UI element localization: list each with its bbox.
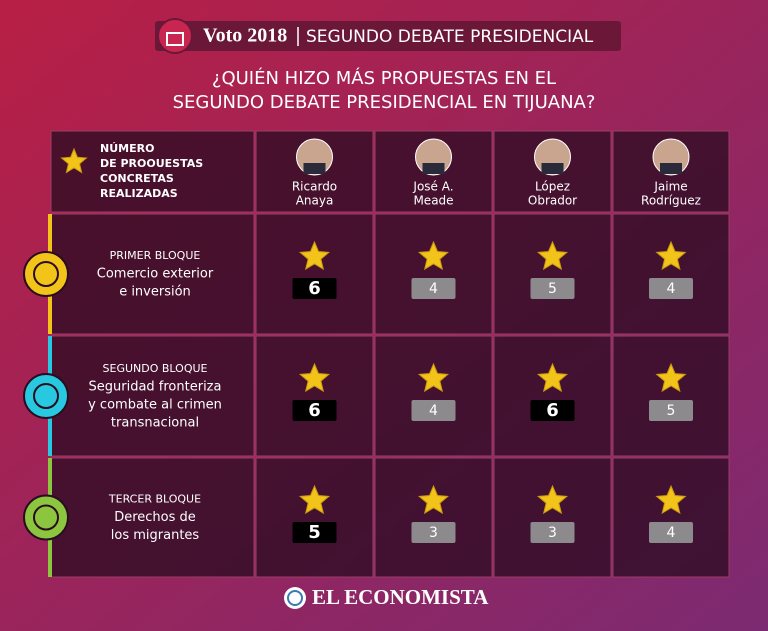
candidate-name: Jaime — [653, 180, 687, 194]
row-icon-detail — [33, 383, 59, 409]
row-icon-detail — [33, 504, 59, 531]
star — [536, 240, 569, 271]
cell — [374, 335, 493, 457]
candidate-name: Obrador — [528, 194, 577, 208]
ballot-icon — [157, 18, 193, 54]
score-value: 5 — [667, 403, 676, 419]
score-value: 3 — [548, 525, 557, 541]
topic-text: Seguridad fronteriza — [89, 380, 222, 395]
score-badge — [649, 400, 693, 421]
star — [60, 147, 88, 174]
star — [417, 362, 450, 393]
row-icon-detail — [33, 261, 59, 287]
legend-text: NÚMERO — [100, 142, 154, 155]
block-label: SEGUNDO BLOQUE — [103, 362, 208, 375]
score-value: 6 — [308, 400, 321, 421]
star — [298, 484, 331, 515]
legend-text: DE PROOUESTAS — [100, 157, 203, 170]
candidate-name: Ricardo — [292, 180, 337, 194]
topic-text: los migrantes — [111, 528, 200, 543]
score-value: 4 — [429, 281, 438, 297]
candidate-name: Meade — [413, 194, 453, 208]
score-badge — [411, 278, 456, 299]
score-badge — [649, 278, 693, 299]
cell — [374, 213, 493, 335]
score-badge — [292, 400, 337, 421]
score-badge — [292, 278, 337, 299]
score-badge — [530, 400, 575, 421]
score-value: 6 — [308, 278, 321, 299]
star — [536, 484, 569, 515]
candidate-name: Rodríguez — [641, 194, 701, 208]
row-icon — [23, 494, 69, 541]
star — [298, 362, 331, 393]
cell — [50, 335, 255, 457]
topic-text: Comercio exterior — [97, 267, 214, 282]
star — [655, 484, 687, 515]
score-value: 3 — [429, 525, 438, 541]
star — [655, 240, 687, 271]
legend-text: REALIZADAS — [100, 187, 178, 200]
topic-text: y combate al crimen — [88, 398, 222, 413]
block-label: TERCER BLOQUE — [108, 493, 201, 506]
cell — [255, 335, 374, 457]
block-label: PRIMER BLOQUE — [110, 249, 201, 262]
candidate-suit — [541, 163, 564, 174]
star — [298, 240, 331, 271]
cell — [612, 457, 730, 578]
candidate-name: López — [535, 180, 570, 194]
score-badge — [649, 522, 693, 543]
row-icon — [23, 251, 69, 297]
star — [417, 240, 450, 271]
candidate-name: Anaya — [296, 194, 334, 208]
star — [417, 484, 450, 515]
cell — [255, 213, 374, 335]
score-badge — [411, 522, 456, 543]
header-brand: Voto 2018 — [203, 25, 287, 47]
score-value: 4 — [667, 525, 676, 541]
score-value: 6 — [546, 400, 559, 421]
header-bar — [155, 21, 621, 51]
cell — [50, 213, 255, 335]
footer-logo: EL ECONOMISTA — [312, 585, 489, 609]
score-value: 4 — [667, 281, 676, 297]
table: NÚMERO DE PROOUESTAS CONCRETAS REALIZADAS Ri… — [23, 130, 730, 578]
candidate-suit — [303, 163, 326, 174]
cell — [255, 457, 374, 578]
candidate-name: José A. — [412, 180, 453, 194]
score-badge — [530, 522, 575, 543]
star — [536, 362, 569, 393]
cell — [612, 213, 730, 335]
score-value: 4 — [429, 403, 438, 419]
row-icon — [23, 373, 69, 419]
question-line: SEGUNDO DEBATE PRESIDENCIAL EN TIJUANA? — [173, 92, 596, 113]
score-value: 5 — [548, 281, 557, 297]
score-badge — [411, 400, 456, 421]
question-line: ¿QUIÉN HIZO MÁS PROPUESTAS EN EL — [212, 67, 556, 89]
topic-text: e inversión — [119, 285, 191, 300]
header-title: SEGUNDO DEBATE PRESIDENCIAL — [306, 27, 594, 47]
logo-ring — [287, 590, 303, 606]
cell — [612, 335, 730, 457]
candidate-suit — [660, 163, 682, 174]
ballot-box — [166, 32, 184, 46]
cell — [374, 457, 493, 578]
legend-text: CONCRETAS — [100, 172, 174, 185]
star — [655, 362, 687, 393]
topic-text: transnacional — [111, 416, 199, 431]
candidate-suit — [422, 163, 445, 174]
cell — [50, 457, 255, 578]
score-badge — [292, 522, 337, 543]
cell — [493, 457, 612, 578]
score-value: 5 — [308, 522, 321, 543]
score-badge — [530, 278, 575, 299]
cell — [50, 130, 255, 213]
cell — [493, 335, 612, 457]
cell — [493, 213, 612, 335]
topic-text: Derechos de — [114, 510, 196, 525]
